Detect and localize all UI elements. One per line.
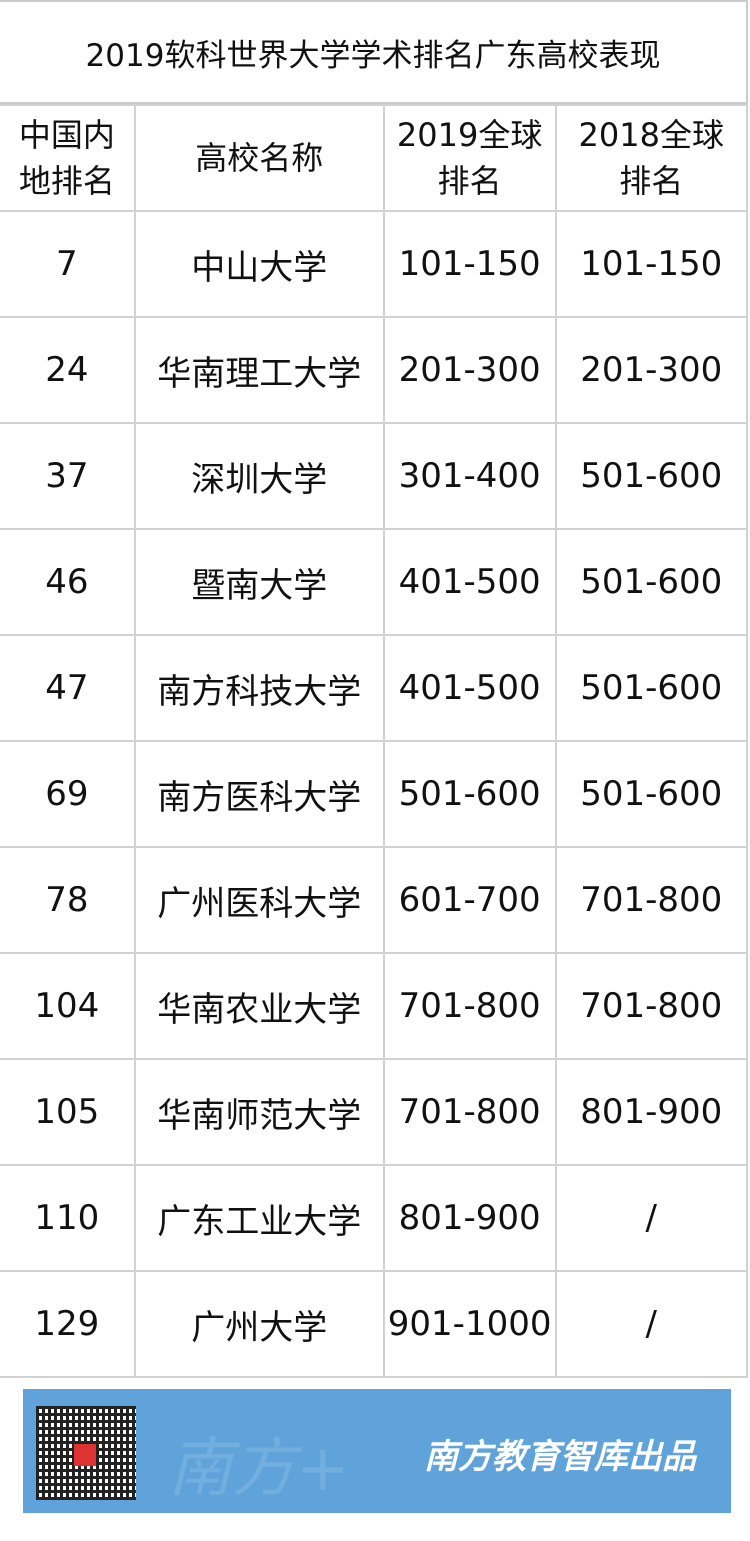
cell-mainland-rank: 110 (0, 1164, 136, 1272)
cell-rank-2018: 201-300 (554, 316, 748, 424)
cell-rank-2019: 201-300 (382, 316, 557, 424)
cell-rank-2018: 101-150 (554, 210, 748, 318)
cell-mainland-rank: 105 (0, 1058, 136, 1166)
header-row: 中国内地排名 高校名称 2019全球排名 2018全球排名 (0, 104, 748, 212)
cell-mainland-rank: 46 (0, 528, 136, 636)
cell-mainland-rank: 7 (0, 210, 136, 318)
cell-university-name: 中山大学 (133, 210, 385, 318)
cell-rank-2018: / (554, 1164, 748, 1272)
header-2018-rank: 2018全球排名 (554, 104, 748, 212)
cell-university-name: 广东工业大学 (133, 1164, 385, 1272)
ranking-table: 中国内地排名 高校名称 2019全球排名 2018全球排名 7 中山大学 101-1… (0, 104, 748, 1378)
table-row: 47 南方科技大学 401-500 501-600 (0, 634, 748, 742)
cell-rank-2019: 601-700 (382, 846, 557, 954)
watermark: 南方+ (168, 1432, 350, 1506)
header-mainland-rank: 中国内地排名 (0, 104, 136, 212)
table-title: 2019软科世界大学学术排名广东高校表现 (0, 0, 748, 104)
cell-university-name: 华南师范大学 (133, 1058, 385, 1166)
cell-university-name: 深圳大学 (133, 422, 385, 530)
cell-rank-2019: 101-150 (382, 210, 557, 318)
cell-mainland-rank: 129 (0, 1270, 136, 1378)
table-row: 46 暨南大学 401-500 501-600 (0, 528, 748, 636)
cell-rank-2018: 501-600 (554, 634, 748, 742)
cell-rank-2019: 401-500 (382, 634, 557, 742)
cell-rank-2018: / (554, 1270, 748, 1378)
table-row: 129 广州大学 901-1000/ (0, 1270, 748, 1378)
header-university-name: 高校名称 (133, 104, 385, 212)
header-2019-rank: 2019全球排名 (382, 104, 557, 212)
table-row: 7 中山大学 101-150 101-150 (0, 210, 748, 318)
table-row: 37 深圳大学 301-400 501-600 (0, 422, 748, 530)
cell-university-name: 暨南大学 (133, 528, 385, 636)
cell-mainland-rank: 47 (0, 634, 136, 742)
table-row: 69 南方医科大学 501-600 501-600 (0, 740, 748, 848)
cell-mainland-rank: 37 (0, 422, 136, 530)
cell-mainland-rank: 104 (0, 952, 136, 1060)
cell-rank-2019: 701-800 (382, 1058, 557, 1166)
table-row: 110 广东工业大学 801-900/ (0, 1164, 748, 1272)
cell-university-name: 广州大学 (133, 1270, 385, 1378)
brand-label: 南方教育智库出品 (424, 1437, 696, 1477)
cell-university-name: 广州医科大学 (133, 846, 385, 954)
cell-rank-2018: 501-600 (554, 422, 748, 530)
cell-rank-2018: 501-600 (554, 528, 748, 636)
cell-rank-2019: 901-1000 (382, 1270, 557, 1378)
cell-rank-2018: 701-800 (554, 846, 748, 954)
cell-rank-2018: 501-600 (554, 740, 748, 848)
cell-rank-2018: 801-900 (554, 1058, 748, 1166)
table-row: 78 广州医科大学 601-700 701-800 (0, 846, 748, 954)
cell-mainland-rank: 78 (0, 846, 136, 954)
cell-university-name: 华南农业大学 (133, 952, 385, 1060)
cell-rank-2019: 501-600 (382, 740, 557, 848)
table-row: 105 华南师范大学 701-800 801-900 (0, 1058, 748, 1166)
cell-university-name: 南方科技大学 (133, 634, 385, 742)
footer-banner: 南方+ 南方教育智库出品 (23, 1389, 731, 1513)
cell-rank-2019: 801-900 (382, 1164, 557, 1272)
table-row: 24 华南理工大学 201-300 201-300 (0, 316, 748, 424)
cell-rank-2019: 301-400 (382, 422, 557, 530)
cell-mainland-rank: 24 (0, 316, 136, 424)
cell-university-name: 华南理工大学 (133, 316, 385, 424)
qr-code-icon (36, 1406, 136, 1500)
table-row: 104 华南农业大学 701-800 701-800 (0, 952, 748, 1060)
cell-mainland-rank: 69 (0, 740, 136, 848)
cell-rank-2018: 701-800 (554, 952, 748, 1060)
cell-university-name: 南方医科大学 (133, 740, 385, 848)
cell-rank-2019: 701-800 (382, 952, 557, 1060)
cell-rank-2019: 401-500 (382, 528, 557, 636)
